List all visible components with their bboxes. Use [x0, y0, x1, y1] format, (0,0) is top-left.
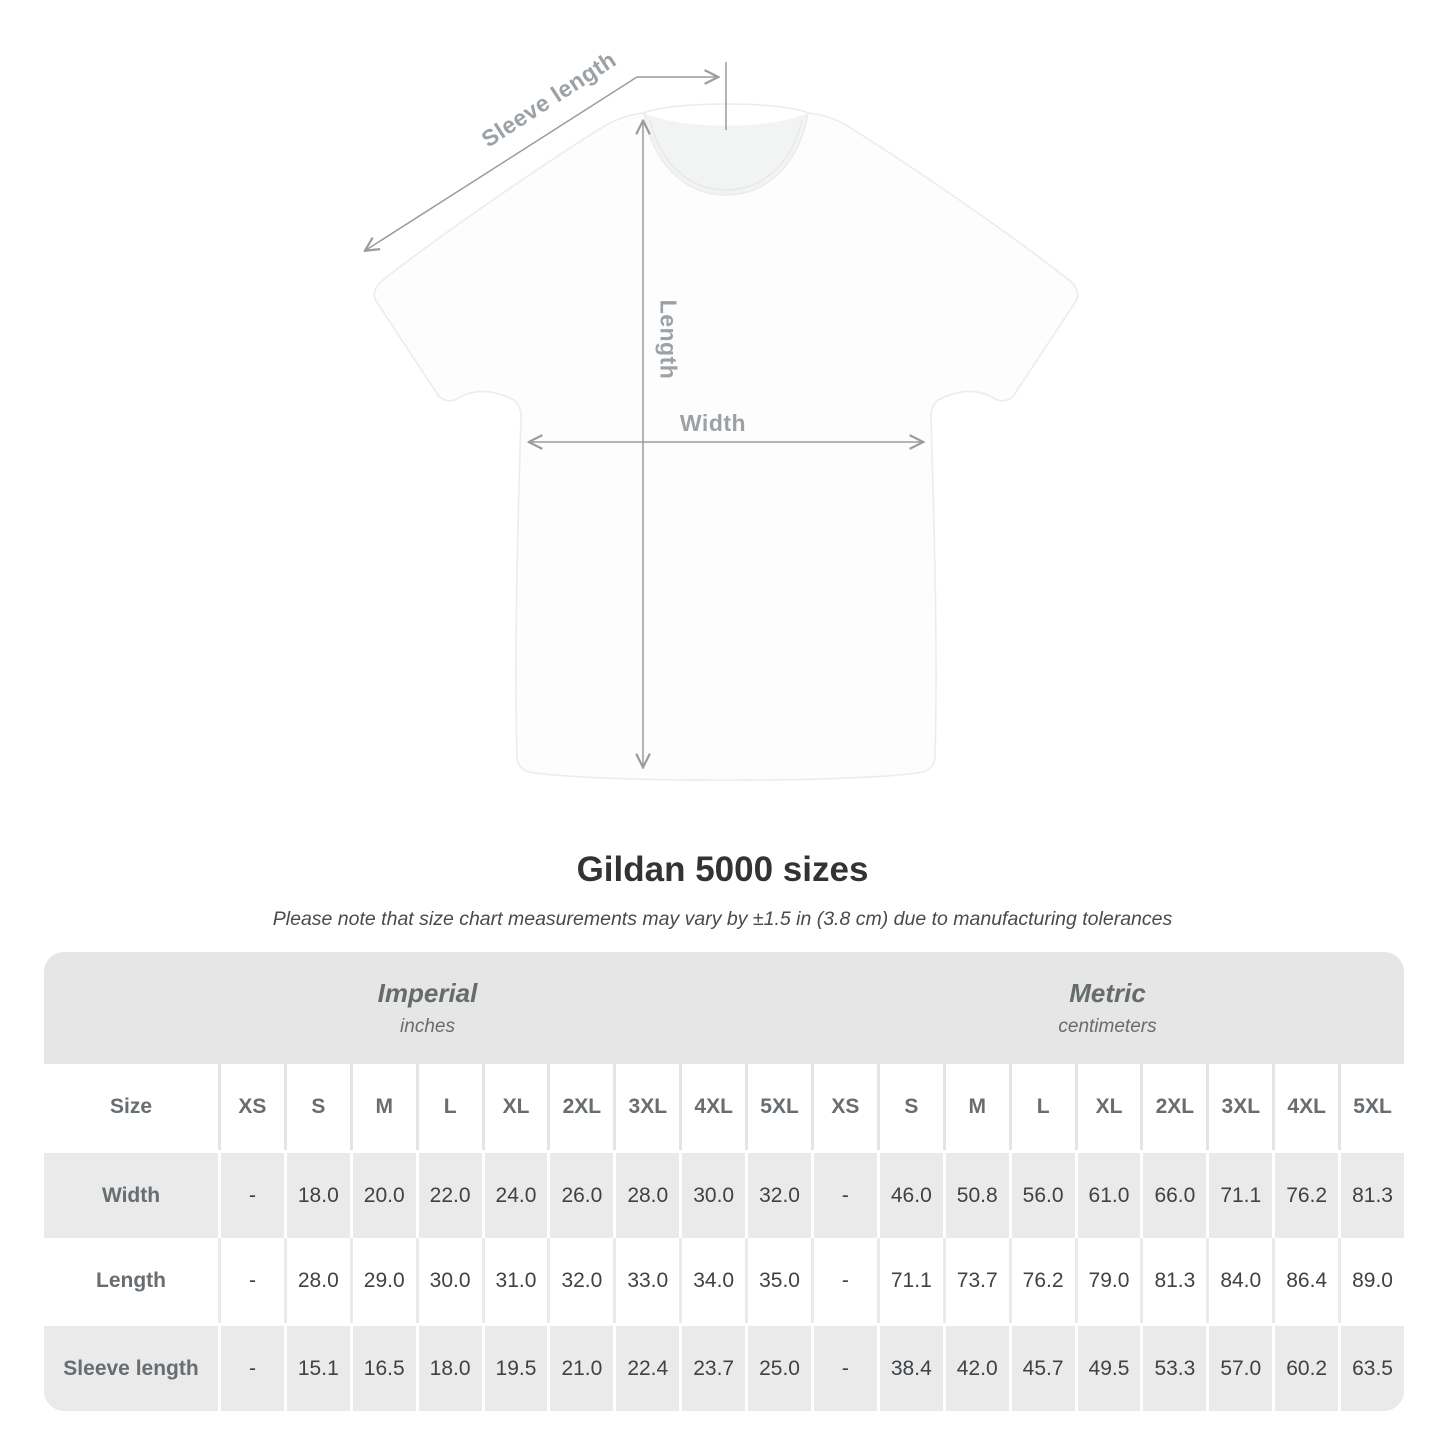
- value-cell-imperial: 31.0: [481, 1238, 548, 1323]
- row-label: Sleeve length: [63, 1356, 199, 1380]
- size-header-cell-imperial-5xl: 5XL: [745, 1064, 811, 1150]
- size-header-cell-metric-xl: XL: [1074, 1064, 1141, 1150]
- value-cell-metric: 89.0: [1338, 1238, 1404, 1323]
- table-row: Length -28.0 29.0 30.0 31.0 32.0 33.0 34.0 35.0-…: [44, 1238, 1404, 1323]
- value-cell-imperial: 34.0: [679, 1238, 745, 1323]
- value-cell-metric: 86.4: [1272, 1238, 1338, 1323]
- value-cell-metric: 56.0: [1008, 1153, 1075, 1238]
- metric-label: Metric: [1069, 978, 1146, 1008]
- value-cell-metric: 50.8: [942, 1153, 1009, 1238]
- value-cell-metric: 53.3: [1140, 1326, 1206, 1411]
- value-cell-metric: 38.4: [876, 1326, 943, 1411]
- value-cell-metric: 61.0: [1074, 1153, 1141, 1238]
- value-cell-imperial: -: [218, 1153, 284, 1238]
- value-cell-imperial: 22.4: [613, 1326, 679, 1411]
- value-cell-metric: 76.2: [1272, 1153, 1338, 1238]
- width-label: Width: [679, 410, 747, 436]
- value-cell-imperial: 19.5: [481, 1326, 548, 1411]
- value-cell-metric: 63.5: [1338, 1326, 1404, 1411]
- value-cell-metric: 71.1: [876, 1238, 943, 1323]
- value-cell-metric: 49.5: [1074, 1326, 1141, 1411]
- size-table-card: Imperial inches Metric centimeters Size …: [44, 952, 1404, 1411]
- metric-unit-label: centimeters: [1058, 1016, 1157, 1037]
- size-header-cell-imperial-xs: XS: [218, 1064, 284, 1150]
- value-cell-metric: 73.7: [942, 1238, 1009, 1323]
- value-cell-metric: 84.0: [1206, 1238, 1272, 1323]
- value-cell-metric: -: [810, 1153, 877, 1238]
- value-cell-imperial: 24.0: [481, 1153, 548, 1238]
- value-cell-metric: 60.2: [1272, 1326, 1338, 1411]
- value-cell-imperial: 16.5: [349, 1326, 416, 1411]
- size-header-cell-metric-3xl: 3XL: [1206, 1064, 1272, 1150]
- tshirt-graphic: [0, 62, 1079, 782]
- row-label: Length: [96, 1268, 166, 1292]
- value-cell-metric: 46.0: [876, 1153, 943, 1238]
- value-cell-imperial: 26.0: [547, 1153, 613, 1238]
- row-label: Width: [101, 1183, 161, 1207]
- value-cell-metric: 57.0: [1206, 1326, 1272, 1411]
- value-cell-imperial: 33.0: [613, 1238, 679, 1323]
- value-cell-imperial: 30.0: [679, 1153, 745, 1238]
- size-header-row: Size XS S M L XL 2XL 3XL 4XL 5XL XS S M L XL 2XL 3XL 4XL…: [44, 1064, 1404, 1150]
- table-row: Sleeve length -15.1 16.5 18.0 19.5 21.0 22.4 23…: [44, 1323, 1404, 1411]
- length-label: Length: [655, 299, 682, 380]
- imperial-label: Imperial: [377, 978, 478, 1008]
- value-cell-imperial: 28.0: [613, 1153, 679, 1238]
- value-cell-metric: 42.0: [942, 1326, 1009, 1411]
- size-column-header: Size: [109, 1095, 153, 1118]
- value-cell-imperial: 18.0: [415, 1326, 482, 1411]
- size-header-cell-imperial-xl: XL: [481, 1064, 548, 1150]
- value-cell-imperial: 25.0: [745, 1326, 811, 1411]
- size-header-cell-metric-m: M: [942, 1064, 1009, 1150]
- metric-group-header: Metric centimeters: [811, 952, 1404, 1064]
- size-header-cell-imperial-2xl: 2XL: [547, 1064, 613, 1150]
- size-header-cell-metric-2xl: 2XL: [1140, 1064, 1206, 1150]
- size-header-cell-imperial-4xl: 4XL: [679, 1064, 745, 1150]
- value-cell-metric: -: [810, 1238, 877, 1323]
- size-header-cell-imperial-3xl: 3XL: [613, 1064, 679, 1150]
- size-header-cell-metric-4xl: 4XL: [1272, 1064, 1338, 1150]
- tshirt-body: [373, 112, 1079, 782]
- imperial-group-header: Imperial inches: [44, 952, 811, 1064]
- size-header-cell-metric-l: L: [1008, 1064, 1075, 1150]
- size-table-body: Width -18.0 20.0 22.0 24.0 26.0 28.0 30.0 32.0-4…: [44, 1150, 1404, 1411]
- value-cell-metric: 66.0: [1140, 1153, 1206, 1238]
- value-cell-metric: 79.0: [1074, 1238, 1141, 1323]
- value-cell-imperial: -: [218, 1238, 284, 1323]
- value-cell-metric: 81.3: [1338, 1153, 1404, 1238]
- value-cell-metric: 71.1: [1206, 1153, 1272, 1238]
- size-header-cell-imperial-m: M: [349, 1064, 416, 1150]
- value-cell-imperial: 29.0: [349, 1238, 416, 1323]
- value-cell-imperial: 30.0: [415, 1238, 482, 1323]
- table-row: Width -18.0 20.0 22.0 24.0 26.0 28.0 30.0 32.0-4…: [44, 1150, 1404, 1238]
- collar-inner-seam: [649, 119, 803, 191]
- value-cell-metric: 81.3: [1140, 1238, 1206, 1323]
- sleeve-length-arrow-diagonal: [366, 76, 638, 250]
- value-cell-imperial: 32.0: [745, 1153, 811, 1238]
- value-cell-metric: 76.2: [1008, 1238, 1075, 1323]
- value-cell-imperial: 22.0: [415, 1153, 482, 1238]
- tolerance-note: Please note that size chart measurements…: [272, 908, 1173, 930]
- value-cell-imperial: 35.0: [745, 1238, 811, 1323]
- size-header-cell-metric-s: S: [876, 1064, 943, 1150]
- value-cell-imperial: -: [218, 1326, 284, 1411]
- value-cell-metric: 45.7: [1008, 1326, 1075, 1411]
- size-header-cell-imperial-s: S: [283, 1064, 350, 1150]
- value-cell-imperial: 23.7: [679, 1326, 745, 1411]
- size-header-cell-imperial-l: L: [415, 1064, 482, 1150]
- tshirt-measurement-diagram: Sleeve length Length Width: [0, 46, 1079, 782]
- value-cell-imperial: 32.0: [547, 1238, 613, 1323]
- imperial-unit-label: inches: [400, 1016, 455, 1037]
- page-title: Gildan 5000 sizes: [576, 850, 869, 889]
- value-cell-imperial: 20.0: [349, 1153, 416, 1238]
- value-cell-imperial: 18.0: [283, 1153, 350, 1238]
- unit-group-band: Imperial inches Metric centimeters: [44, 952, 1404, 1064]
- size-header-cell-metric-5xl: 5XL: [1338, 1064, 1404, 1150]
- size-header-cell-metric-xs: XS: [810, 1064, 877, 1150]
- tshirt-neck-opening: [644, 113, 808, 196]
- value-cell-imperial: 21.0: [547, 1326, 613, 1411]
- value-cell-imperial: 28.0: [283, 1238, 350, 1323]
- value-cell-metric: -: [810, 1326, 877, 1411]
- value-cell-imperial: 15.1: [283, 1326, 350, 1411]
